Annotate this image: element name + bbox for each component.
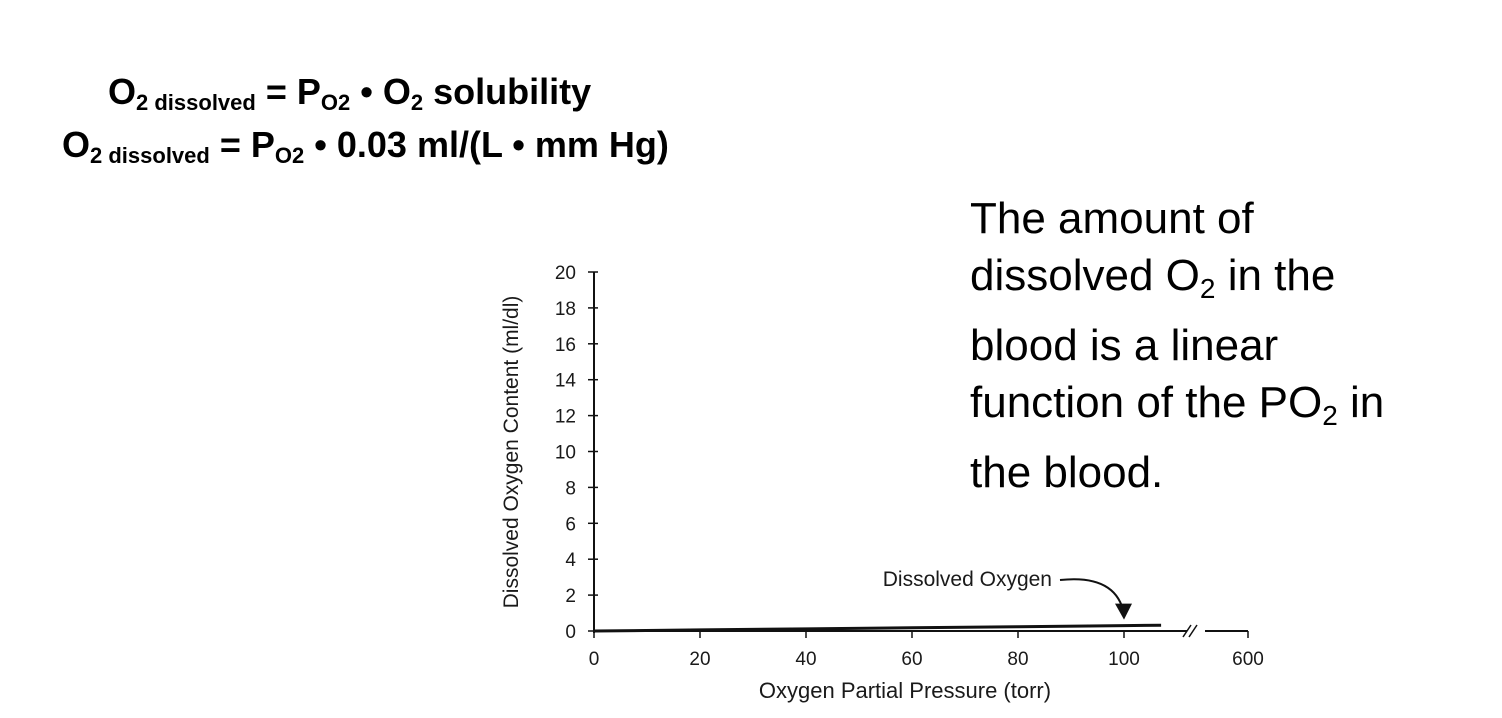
x-tick-label: 60 <box>901 649 922 670</box>
y-tick-label: 0 <box>565 622 576 643</box>
y-tick-label: 12 <box>555 407 576 428</box>
x-tick-label: 40 <box>795 649 816 670</box>
caption-text: The amount of dissolved O2 in the blood … <box>970 194 1385 497</box>
y-tick-label: 18 <box>555 299 576 320</box>
equation-numeric: O2 dissolved = PO2 • 0.03 ml/(L • mm Hg) <box>62 124 669 169</box>
y-tick-label: 4 <box>565 550 576 571</box>
y-tick-label: 16 <box>555 335 576 356</box>
chart-ticks: 0 2 4 6 8 10 12 14 16 18 20 0 20 40 60 80 100 600 <box>555 263 1264 670</box>
y-tick-label: 20 <box>555 263 576 284</box>
annotation-label: Dissolved Oxygen <box>883 568 1052 591</box>
y-tick-label: 14 <box>555 371 577 392</box>
x-tick-label: 0 <box>589 649 600 670</box>
y-tick-label: 8 <box>565 478 576 499</box>
x-tick-label: 600 <box>1232 649 1264 670</box>
y-tick-label: 10 <box>555 443 576 464</box>
x-tick-label: 80 <box>1007 649 1028 670</box>
annotation-arrowhead <box>1115 603 1132 620</box>
series-line-dissolved-oxygen <box>593 623 1162 633</box>
axis-break-mark <box>1182 624 1192 638</box>
chart-annotations: Dissolved Oxygen <box>883 568 1132 620</box>
x-tick-label: 20 <box>689 649 710 670</box>
y-tick-label: 6 <box>565 514 576 535</box>
equation-solubility: O2 dissolved = PO2 • O2 solubility <box>108 71 592 116</box>
y-axis-label: Dissolved Oxygen Content (ml/dl) <box>500 296 523 609</box>
chart-series <box>593 623 1162 633</box>
y-tick-label: 2 <box>565 586 576 607</box>
x-tick-label: 100 <box>1108 649 1140 670</box>
annotation-arrow <box>1059 578 1125 614</box>
axis-break-mark <box>1188 624 1198 638</box>
x-axis-label: Oxygen Partial Pressure (torr) <box>759 678 1051 703</box>
